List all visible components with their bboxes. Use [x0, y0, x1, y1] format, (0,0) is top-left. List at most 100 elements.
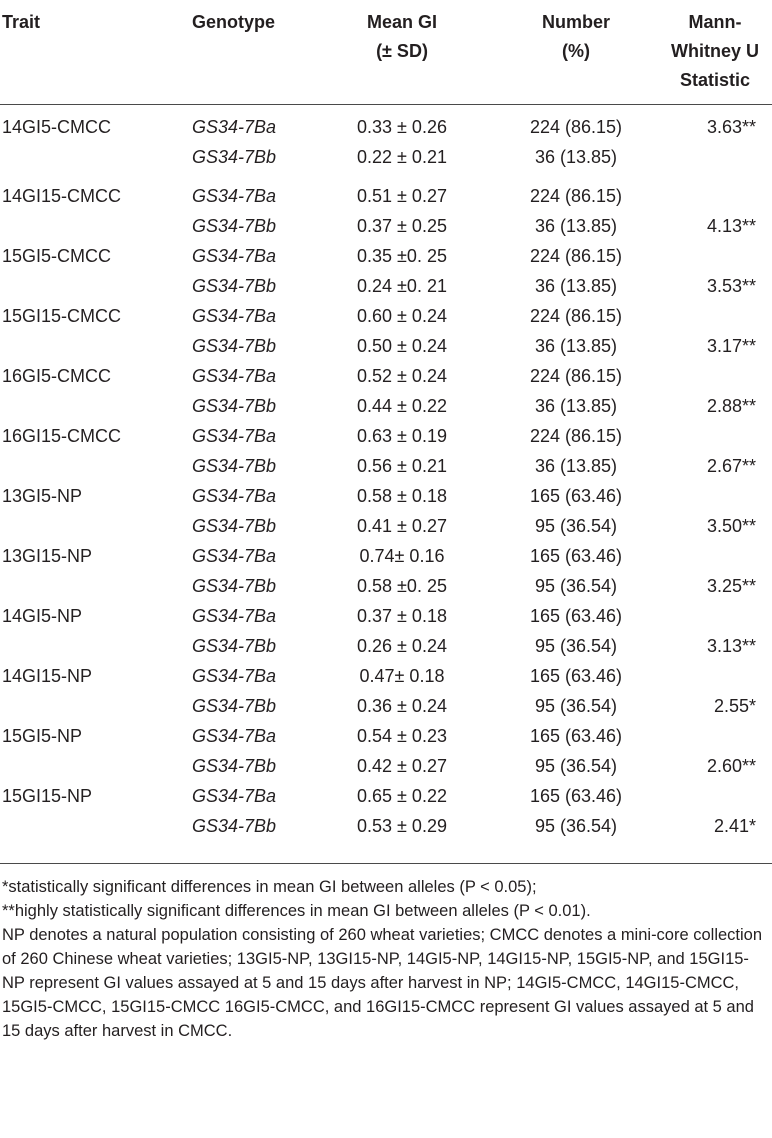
cell-genotype: GS34-7Ba	[192, 426, 277, 446]
cell-number: 36 (13.85)	[534, 147, 618, 167]
table-row: 15GI15-NP GS34-7Ba 0.65 ± 0.22 165 (63.46)	[0, 781, 772, 811]
cell-mann-whitney: 3.13**	[706, 636, 756, 656]
cell-number: 224 (86.15)	[529, 366, 623, 386]
cell-mann-whitney: 3.53**	[706, 276, 756, 296]
cell-number: 95 (36.54)	[534, 516, 618, 536]
table-footnotes: *statistically significant differences i…	[2, 875, 770, 1043]
cell-mean-gi: 0.74± 0.16	[359, 546, 445, 566]
cell-mean-gi: 0.56 ± 0.21	[357, 456, 447, 476]
cell-trait: 14GI5-CMCC	[2, 117, 112, 137]
cell-trait: 13GI15-NP	[2, 546, 93, 566]
cell-mean-gi: 0.47± 0.18	[359, 666, 445, 686]
cell-genotype: GS34-7Ba	[192, 486, 277, 506]
cell-number: 95 (36.54)	[534, 636, 618, 656]
table-row: 15GI5-CMCC GS34-7Ba 0.35 ±0. 25 224 (86.15)	[0, 241, 772, 271]
cell-mean-gi: 0.35 ±0. 25	[357, 246, 447, 266]
cell-genotype: GS34-7Bb	[192, 756, 277, 776]
table-row: 14GI15-CMCC GS34-7Ba 0.51 ± 0.27 224 (86.15…	[0, 181, 772, 211]
table-row: GS34-7Bb 0.58 ±0. 25 95 (36.54) 3.25**	[0, 571, 772, 601]
cell-mean-gi: 0.26 ± 0.24	[357, 636, 447, 656]
cell-number: 224 (86.15)	[529, 117, 623, 137]
cell-trait: 14GI15-CMCC	[2, 186, 122, 206]
cell-number: 36 (13.85)	[534, 336, 618, 356]
table-row: 15GI5-NP GS34-7Ba 0.54 ± 0.23 165 (63.46)	[0, 721, 772, 751]
header-trait: Trait	[2, 12, 41, 32]
cell-genotype: GS34-7Bb	[192, 816, 277, 836]
cell-number: 224 (86.15)	[529, 246, 623, 266]
cell-mean-gi: 0.37 ± 0.18	[357, 606, 447, 626]
cell-mean-gi: 0.42 ± 0.27	[357, 756, 447, 776]
cell-trait: 15GI5-CMCC	[2, 246, 112, 266]
cell-mean-gi: 0.53 ± 0.29	[357, 816, 447, 836]
table-row: GS34-7Bb 0.56 ± 0.21 36 (13.85) 2.67**	[0, 451, 772, 481]
cell-mean-gi: 0.36 ± 0.24	[357, 696, 447, 716]
cell-trait: 14GI15-NP	[2, 666, 93, 686]
cell-mean-gi: 0.52 ± 0.24	[357, 366, 447, 386]
cell-genotype: GS34-7Ba	[192, 726, 277, 746]
table-row: GS34-7Bb 0.24 ±0. 21 36 (13.85) 3.53**	[0, 271, 772, 301]
cell-mean-gi: 0.54 ± 0.23	[357, 726, 447, 746]
cell-genotype: GS34-7Ba	[192, 117, 277, 137]
table-row: GS34-7Bb 0.36 ± 0.24 95 (36.54) 2.55*	[0, 691, 772, 721]
cell-trait: 15GI15-CMCC	[2, 306, 122, 326]
cell-number: 165 (63.46)	[529, 726, 623, 746]
cell-mann-whitney: 2.67**	[706, 456, 756, 476]
cell-number: 95 (36.54)	[534, 576, 618, 596]
header-genotype: Genotype	[192, 12, 276, 32]
cell-genotype: GS34-7Ba	[192, 606, 277, 626]
cell-genotype: GS34-7Bb	[192, 396, 277, 416]
cell-mann-whitney: 2.60**	[706, 756, 756, 776]
cell-genotype: GS34-7Bb	[192, 336, 277, 356]
cell-genotype: GS34-7Bb	[192, 456, 277, 476]
cell-mean-gi: 0.65 ± 0.22	[357, 786, 447, 806]
header-mw-line3: Statistic	[679, 70, 751, 90]
cell-number: 36 (13.85)	[534, 216, 618, 236]
cell-number: 36 (13.85)	[534, 396, 618, 416]
cell-mean-gi: 0.24 ±0. 21	[357, 276, 447, 296]
cell-mean-gi: 0.63 ± 0.19	[357, 426, 447, 446]
header-rule	[0, 104, 772, 105]
cell-mean-gi: 0.58 ±0. 25	[357, 576, 447, 596]
cell-mean-gi: 0.50 ± 0.24	[357, 336, 447, 356]
table-row: 14GI5-NP GS34-7Ba 0.37 ± 0.18 165 (63.46)	[0, 601, 772, 631]
cell-mean-gi: 0.37 ± 0.25	[357, 216, 447, 236]
header-number: Number (%)	[476, 8, 676, 66]
cell-number: 165 (63.46)	[529, 546, 623, 566]
cell-trait: 16GI5-CMCC	[2, 366, 112, 386]
header-number-line2: (%)	[562, 41, 590, 61]
cell-number: 95 (36.54)	[534, 816, 618, 836]
cell-genotype: GS34-7Ba	[192, 306, 277, 326]
cell-number: 95 (36.54)	[534, 696, 618, 716]
cell-mean-gi: 0.51 ± 0.27	[357, 186, 447, 206]
table-row: 16GI15-CMCC GS34-7Ba 0.63 ± 0.19 224 (86.15…	[0, 421, 772, 451]
table-row: GS34-7Bb 0.42 ± 0.27 95 (36.54) 2.60**	[0, 751, 772, 781]
cell-genotype: GS34-7Ba	[192, 366, 277, 386]
cell-trait: 15GI15-NP	[2, 786, 93, 806]
cell-number: 165 (63.46)	[529, 606, 623, 626]
cell-genotype: GS34-7Ba	[192, 186, 277, 206]
table-row: 15GI15-CMCC GS34-7Ba 0.60 ± 0.24 224 (86.15…	[0, 301, 772, 331]
cell-genotype: GS34-7Bb	[192, 216, 277, 236]
cell-mann-whitney: 2.55*	[713, 696, 756, 716]
cell-mann-whitney: 3.25**	[706, 576, 756, 596]
cell-mann-whitney: 2.41*	[713, 816, 756, 836]
footnote-description: NP denotes a natural population consisti…	[2, 926, 763, 1040]
cell-trait: 14GI5-NP	[2, 606, 83, 626]
table-row: 13GI15-NP GS34-7Ba 0.74± 0.16 165 (63.46)	[0, 541, 772, 571]
cell-mean-gi: 0.60 ± 0.24	[357, 306, 447, 326]
table-row: GS34-7Bb 0.53 ± 0.29 95 (36.54) 2.41*	[0, 811, 772, 841]
cell-mann-whitney: 3.50**	[706, 516, 756, 536]
header-mean-gi-line1: Mean GI	[366, 12, 437, 32]
cell-mean-gi: 0.44 ± 0.22	[357, 396, 447, 416]
header-mw-line1: Mann-	[688, 12, 742, 32]
table-row: GS34-7Bb 0.44 ± 0.22 36 (13.85) 2.88**	[0, 391, 772, 421]
cell-genotype: GS34-7Ba	[192, 546, 277, 566]
cell-mean-gi: 0.41 ± 0.27	[357, 516, 447, 536]
table-row: GS34-7Bb 0.41 ± 0.27 95 (36.54) 3.50**	[0, 511, 772, 541]
cell-mean-gi: 0.33 ± 0.26	[357, 117, 447, 137]
cell-number: 165 (63.46)	[529, 486, 623, 506]
cell-number: 95 (36.54)	[534, 756, 618, 776]
cell-genotype: GS34-7Ba	[192, 786, 277, 806]
table-row: GS34-7Bb 0.22 ± 0.21 36 (13.85)	[0, 142, 772, 172]
